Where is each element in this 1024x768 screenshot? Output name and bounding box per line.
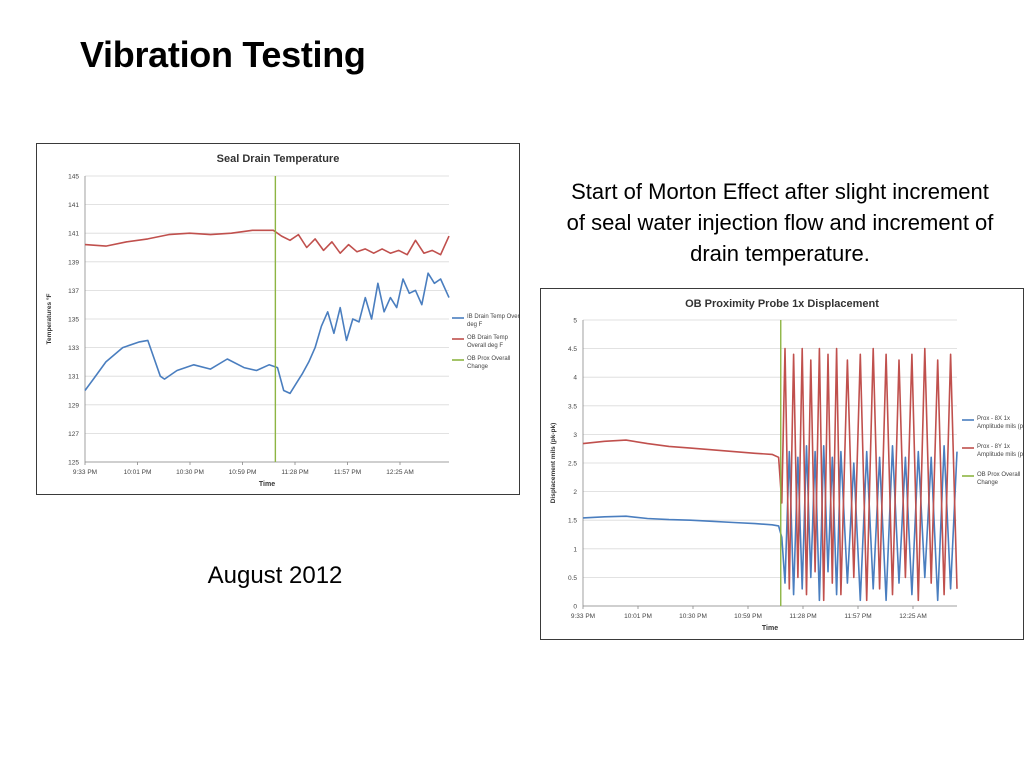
y-tick-label: 2.5	[568, 461, 577, 468]
y-tick-label: 141	[68, 202, 79, 209]
x-tick-label: 10:59 PM	[229, 469, 257, 476]
x-tick-label: 11:57 PM	[844, 613, 871, 620]
y-tick-label: 3.5	[568, 403, 577, 410]
x-tick-label: 11:28 PM	[789, 613, 816, 620]
y-tick-label: 3	[573, 432, 577, 439]
y-tick-label: 145	[68, 174, 79, 181]
x-tick-label: 12:25 AM	[386, 469, 413, 476]
series-line	[84, 229, 450, 256]
legend-label: Prox - 8X 1x Amplitude mils (p-p)	[977, 416, 1023, 430]
x-tick-label: 11:28 PM	[281, 469, 308, 476]
x-axis-title: Time	[259, 481, 275, 488]
x-tick-label: 9:33 PM	[571, 613, 595, 620]
legend-label: Prox - 8Y 1x Amplitude mils (p-p)	[977, 444, 1023, 458]
legend-item: OB Prox Overall Change	[467, 356, 511, 370]
y-tick-label: 133	[68, 345, 79, 352]
legend-label: OB Prox Overall Change	[977, 472, 1021, 486]
y-tick-label: 2	[573, 489, 577, 496]
legend-label: OB Drain Temp Overall deg F	[467, 335, 508, 349]
y-tick-label: 129	[68, 402, 79, 409]
legend-item: OB Prox Overall Change	[977, 472, 1021, 486]
y-tick-label: 137	[68, 288, 79, 295]
y-tick-label: 141	[68, 231, 79, 238]
legend-item: Prox - 8X 1x Amplitude mils (p-p)	[977, 416, 1023, 430]
seal-drain-temperature-svg: Seal Drain Temperature 125 127 129 131 133 135…	[45, 153, 519, 488]
y-tick-label: 127	[68, 431, 79, 438]
legend-item: IB Drain Temp Overall deg F	[467, 314, 519, 328]
y-tick-label: 1.5	[568, 518, 577, 525]
y-tick-label: 0	[573, 604, 577, 611]
y-tick-label: 135	[68, 317, 79, 324]
x-tick-label: 10:01 PM	[124, 469, 152, 476]
x-tick-label: 9:33 PM	[73, 469, 97, 476]
y-axis-title: Temperatures °F	[45, 294, 53, 345]
chart-title: Seal Drain Temperature	[217, 153, 340, 165]
date-label: August 2012	[207, 562, 343, 589]
y-tick-label: 131	[68, 374, 79, 381]
y-tick-label: 1	[573, 546, 577, 553]
legend-item: Prox - 8Y 1x Amplitude mils (p-p)	[977, 444, 1023, 458]
legend-label: IB Drain Temp Overall deg F	[467, 314, 519, 328]
legend-item: OB Drain Temp Overall deg F	[467, 335, 508, 349]
y-tick-label: 125	[68, 460, 79, 467]
y-tick-label: 0.5	[568, 575, 577, 582]
chart-title: OB Proximity Probe 1x Displacement	[685, 298, 879, 310]
x-tick-label: 10:59 PM	[734, 613, 762, 620]
y-axis-title: Displacement mils (pk-pk)	[550, 423, 557, 504]
series-line	[582, 347, 958, 602]
ob-proximity-probe-svg: OB Proximity Probe 1x Displacement00.511…	[550, 298, 1023, 632]
x-tick-label: 10:30 PM	[679, 613, 707, 620]
x-axis-title: Time	[762, 625, 778, 632]
x-tick-label: 10:30 PM	[176, 469, 204, 476]
y-tick-label: 4	[573, 375, 577, 382]
slide-caption: Start of Morton Effect after slight incr…	[566, 179, 994, 266]
series-line	[84, 272, 450, 395]
x-tick-label: 10:01 PM	[624, 613, 652, 620]
slide-title: Vibration Testing	[80, 34, 366, 75]
x-tick-label: 11:57 PM	[334, 469, 361, 476]
legend-label: OB Prox Overall Change	[467, 356, 511, 370]
ob-proximity-probe-chart: OB Proximity Probe 1x Displacement 0 0.5 1 1…	[540, 288, 1024, 640]
y-tick-label: 4.5	[568, 346, 577, 353]
seal-drain-temperature-chart: Seal Drain Temperature 125 127 129 131 133 135…	[36, 143, 520, 495]
y-tick-label: 139	[68, 259, 79, 266]
x-tick-label: 12:25 AM	[899, 613, 926, 620]
y-tick-label: 5	[573, 318, 577, 325]
